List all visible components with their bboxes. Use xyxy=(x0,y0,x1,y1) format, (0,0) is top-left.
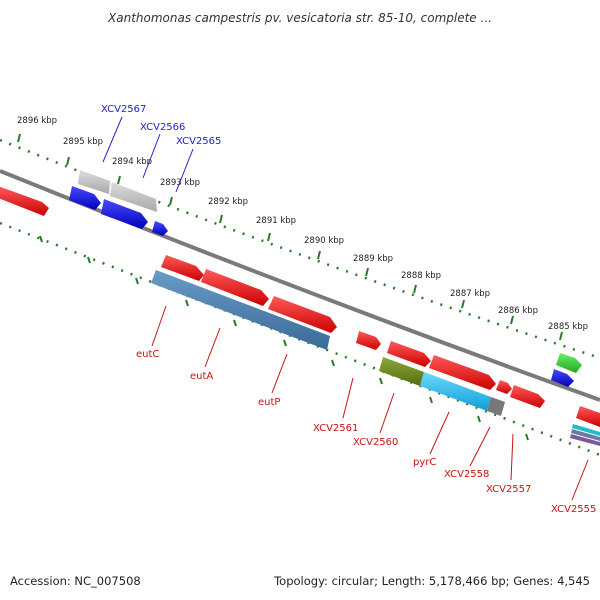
callout-lines xyxy=(102,116,589,501)
gene-label-xcv2555: XCV2555 xyxy=(551,504,596,515)
gene-blue xyxy=(69,186,101,210)
gene-label-eutC: eutC xyxy=(136,349,159,360)
gene-label-xcv2567: XCV2567 xyxy=(101,104,146,115)
gene-olive xyxy=(379,357,424,386)
gene-label-xcv2557: XCV2557 xyxy=(486,484,531,495)
kbp-label: 2885 kbp xyxy=(548,322,588,332)
kbp-label: 2895 kbp xyxy=(63,137,103,147)
kbp-label: 2887 kbp xyxy=(450,289,490,299)
gene-red xyxy=(576,406,600,427)
kbp-labels: 2896 kbp 2895 kbp 2894 kbp 2893 kbp 2892… xyxy=(17,116,588,332)
kbp-label: 2886 kbp xyxy=(498,306,538,316)
gene-red xyxy=(161,255,204,281)
gene-label-xcv2566: XCV2566 xyxy=(140,122,185,133)
gene-stripe-teal xyxy=(572,424,600,436)
gene-xcv2557 xyxy=(496,380,512,394)
kbp-label: 2890 kbp xyxy=(304,236,344,246)
gene-green xyxy=(556,353,582,373)
kbp-label: 2888 kbp xyxy=(401,271,441,281)
gene-xcv2567 xyxy=(78,170,110,194)
inner-major-ticks xyxy=(39,235,529,441)
gene-red xyxy=(268,296,337,333)
kbp-label: 2889 kbp xyxy=(353,254,393,264)
gene-red xyxy=(429,355,496,390)
gene-label-eutA: eutA xyxy=(190,371,213,382)
gene-label-xcv2560: XCV2560 xyxy=(353,437,398,448)
gene-cyan xyxy=(420,372,491,411)
gene-label-pyrC: pyrC xyxy=(413,457,436,468)
gene-label-xcv2561: XCV2561 xyxy=(313,423,358,434)
outer-major-ticks xyxy=(17,133,563,341)
kbp-label: 2891 kbp xyxy=(256,216,296,226)
topology-text: Topology: circular; Length: 5,178,466 bp… xyxy=(274,574,590,588)
kbp-label: 2892 kbp xyxy=(208,197,248,207)
gene-xcv2565 xyxy=(152,221,168,236)
gene-blue xyxy=(551,369,574,387)
gene-xcv2566 xyxy=(110,182,157,212)
kbp-label: 2894 kbp xyxy=(112,157,152,167)
gene-red xyxy=(201,269,269,306)
gene-stripe-purple xyxy=(570,434,600,446)
gene-stripe-slate xyxy=(571,429,600,441)
gene-steel xyxy=(151,270,330,350)
gene-red xyxy=(387,341,431,367)
gene-label-xcv2565: XCV2565 xyxy=(176,136,221,147)
gene-xcv2561 xyxy=(356,331,381,350)
gene-red xyxy=(0,186,49,216)
accession-text: Accession: NC_007508 xyxy=(10,574,141,588)
gene-label-xcv2558: XCV2558 xyxy=(444,469,489,480)
gene-label-eutP: eutP xyxy=(258,397,280,408)
gene-blue xyxy=(101,199,148,229)
kbp-label: 2896 kbp xyxy=(17,116,57,126)
gene-darkgray xyxy=(487,397,505,416)
map-title: Xanthomonas campestris pv. vesicatoria s… xyxy=(107,11,492,25)
gene-red xyxy=(510,385,545,408)
